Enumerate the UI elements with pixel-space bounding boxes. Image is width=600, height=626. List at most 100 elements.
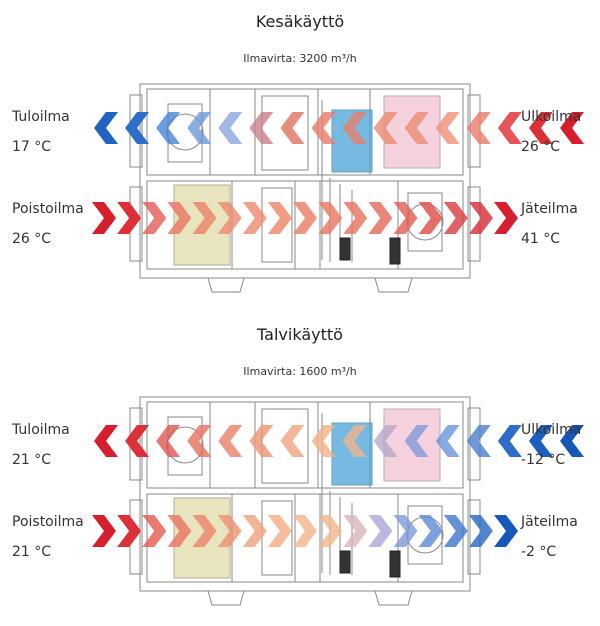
exhaust-flow-arrow — [393, 515, 418, 547]
ahu-unit-diagram — [92, 83, 584, 293]
foot-right — [374, 277, 413, 293]
exhaust-flow-arrow — [418, 515, 443, 547]
supply-flow-arrow — [311, 425, 336, 457]
extract-air-temp: 26 °C — [12, 231, 52, 247]
exhaust-flow-arrow — [92, 515, 116, 547]
panel-title: Talvikäyttö — [257, 325, 343, 344]
exhaust-flow-arrow — [418, 202, 443, 234]
supply-flow-arrow — [528, 112, 553, 144]
exhaust-flow-arrow — [318, 202, 343, 234]
exhaust-flow-arrow — [318, 515, 343, 547]
supply-flow-arrow — [373, 112, 398, 144]
supply-air-temp: 21 °C — [12, 452, 52, 468]
supply-flow-arrow — [249, 112, 274, 144]
supply-flow-arrow — [497, 112, 522, 144]
exhaust-air-temp: 41 °C — [521, 231, 561, 247]
supply-air-label: Tuloilma — [12, 422, 70, 438]
supply-flow-arrow — [497, 425, 522, 457]
exhaust-flow-arrow — [293, 515, 317, 547]
exhaust-flow-arrow — [142, 202, 167, 234]
compressor — [389, 237, 401, 265]
outdoor-air-temp: 26 °C — [521, 139, 561, 155]
upper-section — [146, 401, 464, 489]
outdoor-filter — [383, 95, 441, 169]
exhaust-flow-arrow — [443, 202, 468, 234]
outdoor-air-label: Ulkoilma — [521, 422, 582, 438]
exhaust-flow-arrow — [468, 202, 493, 234]
unit-housing — [139, 396, 471, 592]
supply-flow-arrow — [311, 112, 336, 144]
airflow-arrows — [92, 425, 584, 547]
upper-section — [146, 88, 464, 176]
airflow-label: Ilmavirta: 1600 m³/h — [243, 365, 357, 378]
winter-panel: Talvikäyttö Ilmavirta: 1600 m³/h Tuloilm… — [0, 313, 600, 626]
extract-air-temp: 21 °C — [12, 544, 52, 560]
supply-flow-arrow — [280, 425, 305, 457]
supply-flow-arrow — [125, 425, 150, 457]
cooling-coil — [261, 500, 293, 576]
supply-flow-arrow — [218, 112, 243, 144]
exhaust-flow-arrow — [117, 202, 142, 234]
supply-flow-arrow — [404, 112, 429, 144]
exhaust-flow-arrow — [192, 202, 217, 234]
exhaust-flow-arrow — [217, 202, 242, 234]
outdoor-air-label: Ulkoilma — [521, 109, 582, 125]
exhaust-flow-arrow — [494, 202, 518, 234]
cooling-coil — [261, 187, 293, 263]
airflow-label: Ilmavirta: 3200 m³/h — [243, 52, 357, 65]
compressor — [339, 237, 351, 261]
exhaust-flow-arrow — [267, 202, 292, 234]
supply-flow-arrow — [466, 112, 491, 144]
supply-flow-arrow — [187, 112, 212, 144]
panel-title: Kesäkäyttö — [255, 12, 345, 31]
exhaust-flow-arrow — [343, 202, 368, 234]
supply-flow-arrow — [249, 425, 274, 457]
exhaust-flow-arrow — [92, 202, 116, 234]
supply-flow-arrow — [466, 425, 491, 457]
exhaust-flow-arrow — [117, 515, 142, 547]
exhaust-flow-arrow — [142, 515, 167, 547]
ahu-unit-diagram — [92, 396, 584, 606]
supply-flow-arrow — [560, 112, 584, 144]
outdoor-air-temp: -12 °C — [521, 452, 566, 468]
lower-section — [146, 493, 464, 583]
compressor — [389, 550, 401, 578]
supply-air-label: Tuloilma — [12, 109, 70, 125]
exhaust-flow-arrow — [368, 515, 393, 547]
exhaust-flow-arrow — [267, 515, 292, 547]
lower-section — [146, 180, 464, 270]
supply-flow-arrow — [373, 425, 398, 457]
exhaust-flow-arrow — [343, 515, 368, 547]
unit-body — [129, 396, 481, 606]
exhaust-flow-arrow — [167, 515, 192, 547]
supply-flow-arrow — [280, 112, 305, 144]
exhaust-flow-arrow — [192, 515, 217, 547]
extract-air-label: Poistoilma — [12, 514, 84, 530]
supply-flow-arrow — [156, 425, 181, 457]
supply-flow-arrow — [435, 425, 460, 457]
supply-flow-arrow — [94, 112, 118, 144]
exhaust-flow-arrow — [167, 202, 192, 234]
supply-flow-arrow — [125, 112, 150, 144]
supply-flow-arrow — [342, 112, 367, 144]
supply-flow-arrow — [404, 425, 429, 457]
exhaust-flow-arrow — [368, 202, 393, 234]
unit-body — [129, 83, 481, 293]
exhaust-air-label: Jäteilma — [521, 514, 578, 530]
exhaust-flow-arrow — [217, 515, 242, 547]
supply-flow-arrow — [528, 425, 553, 457]
airflow-arrows — [92, 112, 584, 234]
exhaust-flow-arrow — [242, 202, 267, 234]
supply-flow-arrow — [218, 425, 243, 457]
exhaust-flow-arrow — [443, 515, 468, 547]
foot-left — [207, 590, 245, 606]
compressor — [339, 550, 351, 574]
exhaust-air-temp: -2 °C — [521, 544, 557, 560]
extract-air-label: Poistoilma — [12, 201, 84, 217]
exhaust-flow-arrow — [393, 202, 418, 234]
foot-right — [374, 590, 413, 606]
supply-flow-arrow — [94, 425, 118, 457]
summer-panel: Kesäkäyttö Ilmavirta: 3200 m³/h Tuloilma… — [12, 12, 584, 293]
exhaust-flow-arrow — [242, 515, 267, 547]
exhaust-air-label: Jäteilma — [521, 201, 578, 217]
